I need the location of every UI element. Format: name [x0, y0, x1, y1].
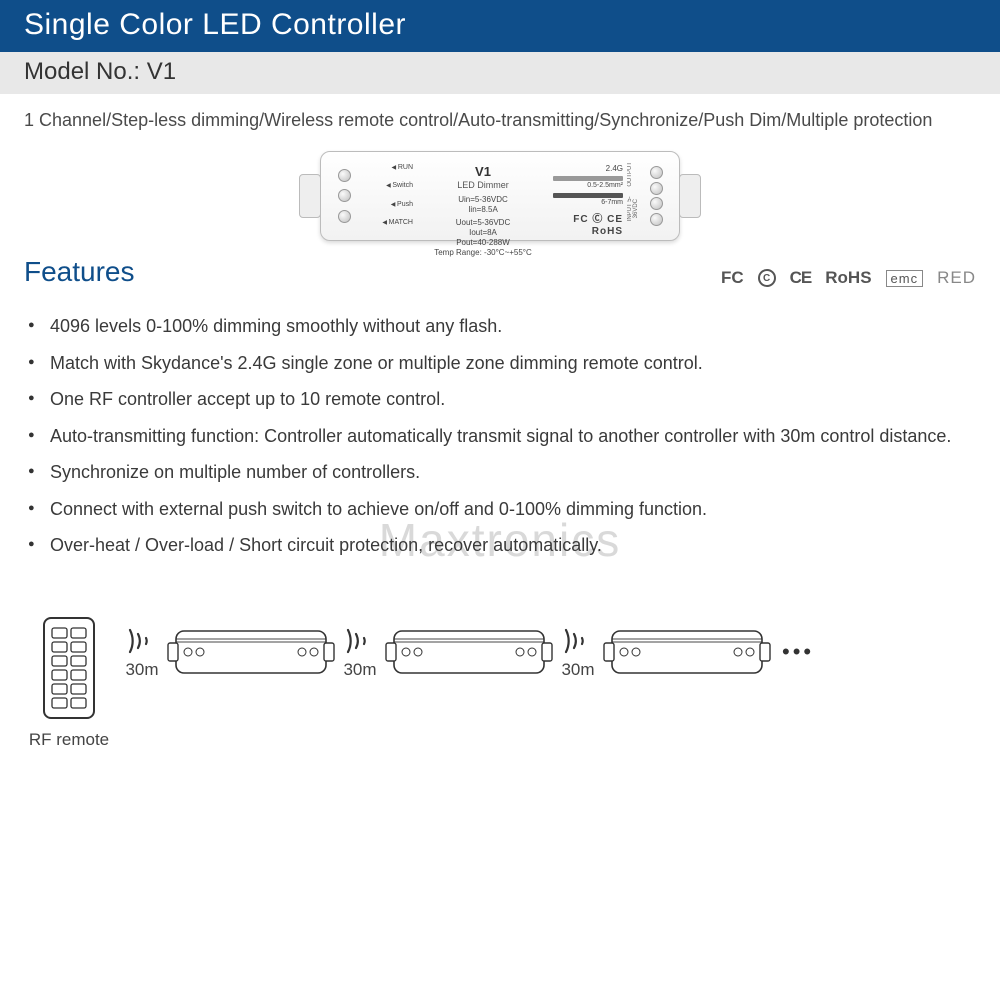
device-spec: Uout=5-36VDC — [427, 218, 539, 228]
ce-icon: CE — [790, 268, 812, 288]
controller-outline-icon — [602, 625, 772, 679]
device-left-label: Switch — [377, 182, 413, 191]
device-wireless: 2.4G — [553, 164, 623, 174]
feature-item: Connect with external push switch to ach… — [50, 491, 976, 528]
chain: 30m 30m 30m — [118, 614, 814, 680]
product-image: OUTPUT INPUT 5-36VDC RUN Switch Push MAT… — [0, 143, 1000, 256]
device-spec: Pout=40-288W — [427, 238, 539, 248]
red-icon: RED — [937, 268, 976, 288]
signal-icon: 30m — [124, 624, 160, 680]
title-bar: Single Color LED Controller — [0, 0, 1000, 52]
feature-item: Synchronize on multiple number of contro… — [50, 454, 976, 491]
distance-label: 30m — [561, 660, 594, 680]
subtitle-text: 1 Channel/Step-less dimming/Wireless rem… — [24, 110, 932, 130]
device-wire-note: 6-7mm — [553, 199, 623, 208]
feature-item: Over-heat / Over-load / Short circuit pr… — [50, 527, 976, 564]
device-name: V1 — [427, 164, 539, 180]
device-certs: FC Ⓒ CE RoHS — [553, 214, 623, 239]
device-spec: Temp Range: -30°C~+55°C — [427, 248, 539, 258]
features-heading: Features — [24, 256, 135, 288]
signal-icon: 30m — [342, 624, 378, 680]
feature-item: 4096 levels 0-100% dimming smoothly with… — [50, 308, 976, 345]
rohs-icon: RoHS — [825, 268, 871, 288]
remote-label: RF remote — [29, 730, 109, 750]
page-title: Single Color LED Controller — [24, 8, 406, 41]
feature-item: One RF controller accept up to 10 remote… — [50, 381, 976, 418]
device-illustration: OUTPUT INPUT 5-36VDC RUN Switch Push MAT… — [320, 151, 680, 241]
device-left-label: MATCH — [377, 219, 413, 228]
device-left-label: RUN — [377, 164, 413, 173]
device-spec: Iout=8A — [427, 228, 539, 238]
remote-column: RF remote — [24, 614, 114, 750]
signal-icon: 30m — [560, 624, 596, 680]
remote-icon — [38, 614, 100, 724]
fc-icon: FC — [721, 268, 744, 288]
device-spec: Iin=8.5A — [427, 205, 539, 215]
distance-label: 30m — [125, 660, 158, 680]
device-spec: Uin=5-36VDC — [427, 195, 539, 205]
feature-item: Match with Skydance's 2.4G single zone o… — [50, 345, 976, 382]
c-mark-icon: C — [758, 269, 776, 287]
feature-list: 4096 levels 0-100% dimming smoothly with… — [0, 294, 1000, 574]
cert-logos: FC C CE RoHS emc RED — [721, 268, 976, 288]
subtitle-line: 1 Channel/Step-less dimming/Wireless rem… — [0, 94, 1000, 143]
device-wire-note: 0.5-2.5mm² — [553, 182, 623, 191]
model-bar: Model No.: V1 — [0, 52, 1000, 94]
device-left-label: Push — [377, 201, 413, 210]
ellipsis: ••• — [782, 639, 814, 665]
feature-item: Auto-transmitting function: Controller a… — [50, 418, 976, 455]
features-row: Features FC C CE RoHS emc RED — [0, 256, 1000, 294]
controller-outline-icon — [384, 625, 554, 679]
emc-icon: emc — [886, 270, 924, 287]
controller-outline-icon — [166, 625, 336, 679]
device-subtitle: LED Dimmer — [427, 180, 539, 191]
transmission-diagram: RF remote 30m 30m — [0, 574, 1000, 750]
model-number: Model No.: V1 — [24, 58, 176, 85]
distance-label: 30m — [343, 660, 376, 680]
